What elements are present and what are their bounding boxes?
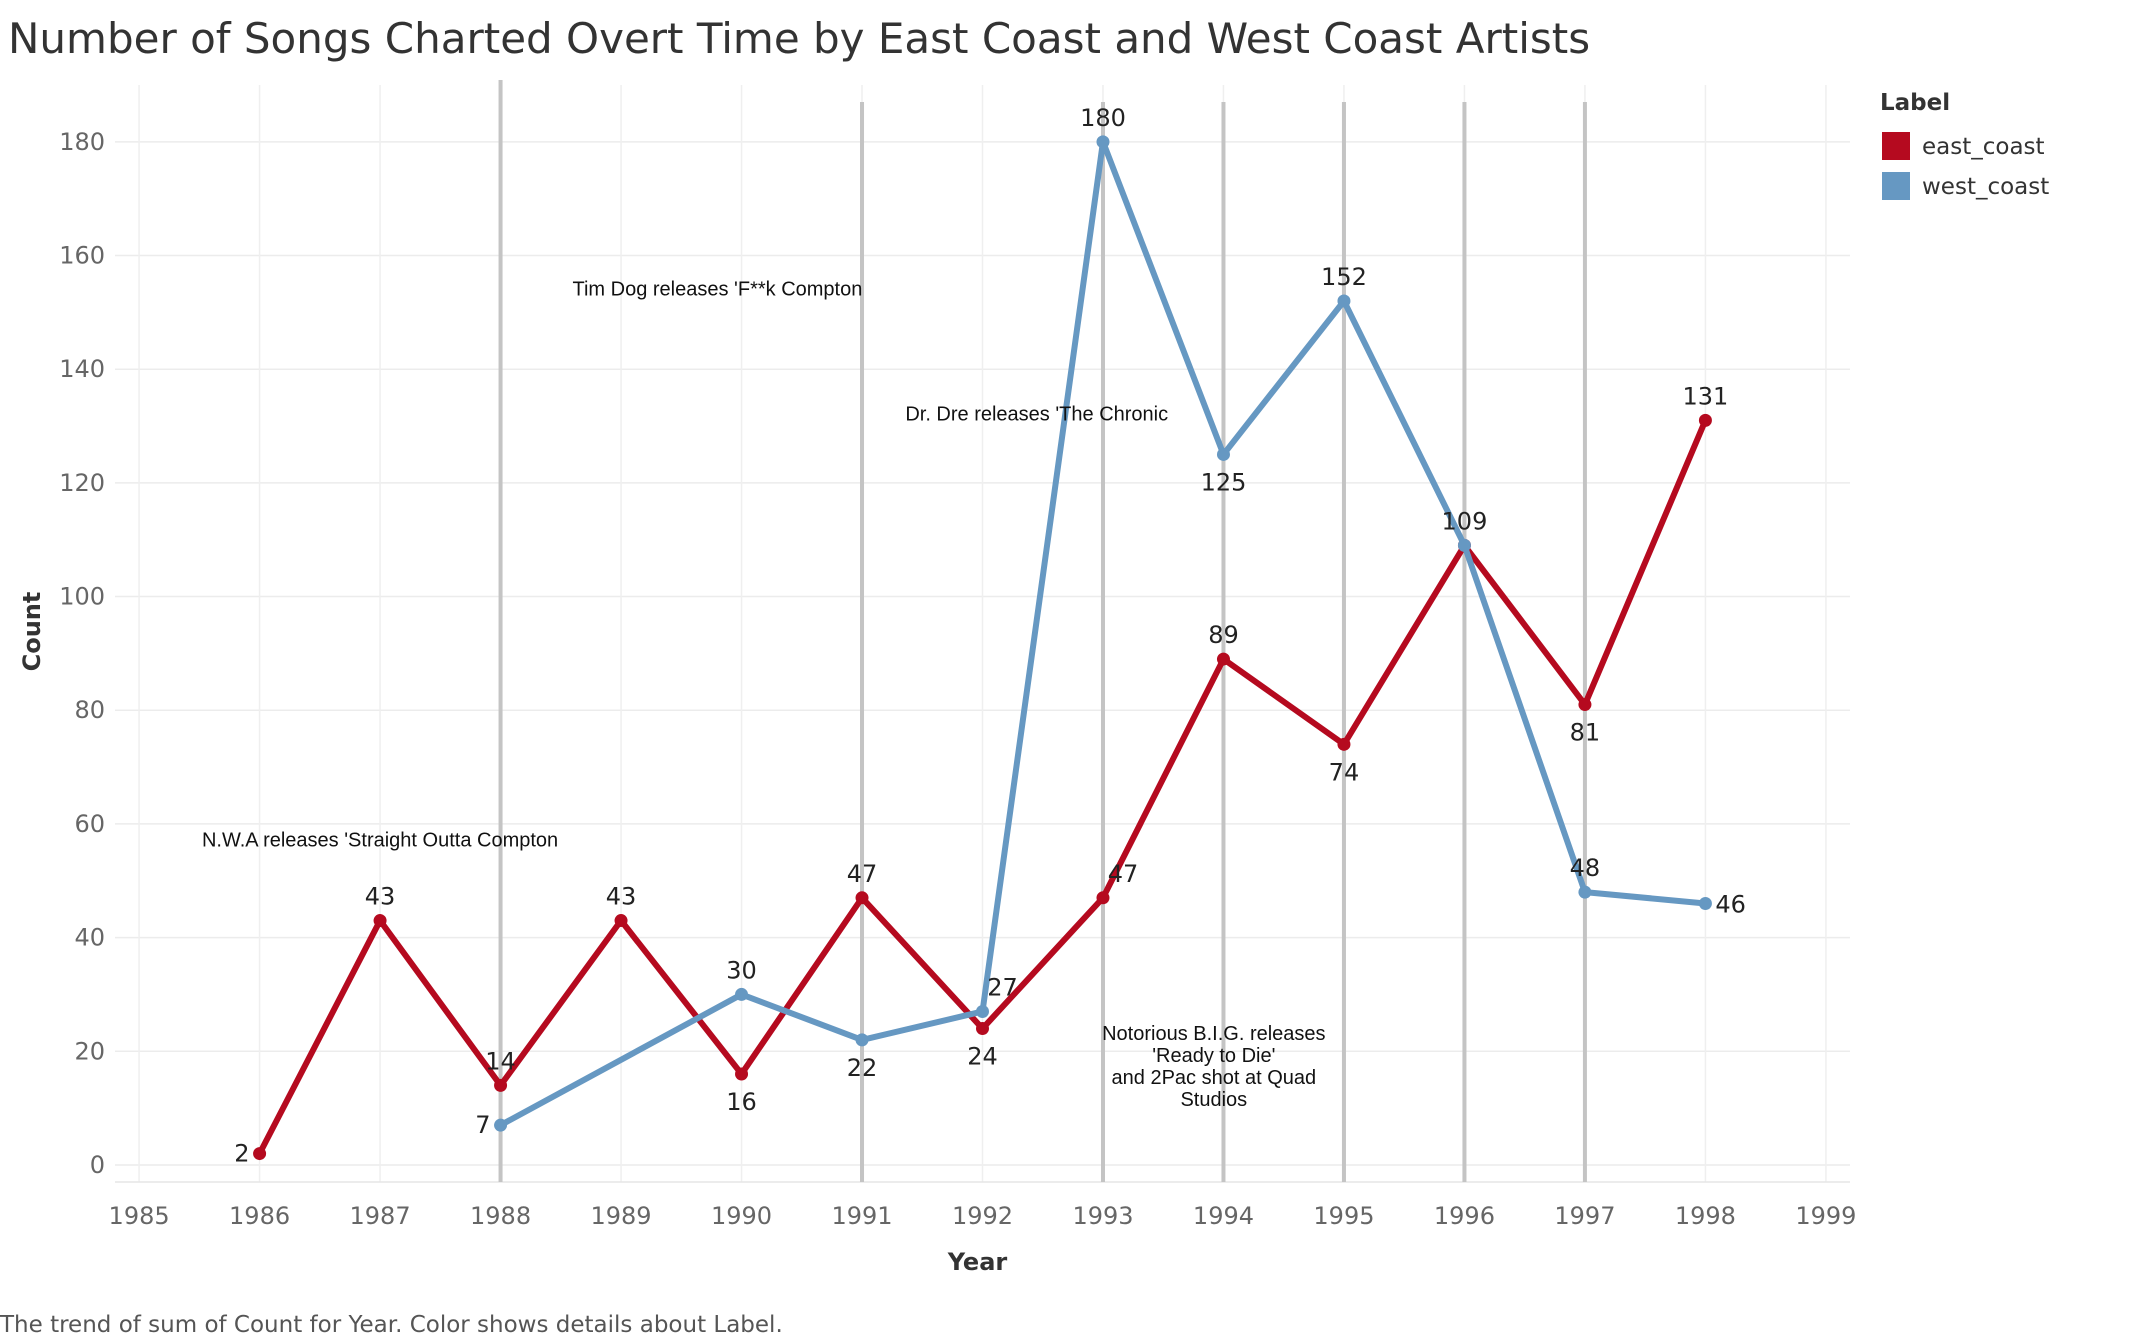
data-label-east-coast: 109 <box>1442 507 1488 535</box>
x-tick-label: 1995 <box>1313 1202 1374 1230</box>
legend-title: Label <box>1880 90 1950 116</box>
data-labels: 2 43 14 43 16 47 24 47 89 74 109 81 131 7 30 22 27 180 125… <box>234 104 1746 1168</box>
data-point-east-coast <box>1096 891 1110 905</box>
y-tick-label: 160 <box>59 242 105 270</box>
data-point-east-coast <box>373 914 387 928</box>
annotation-line: Notorious B.I.G. releases <box>1102 1023 1325 1045</box>
y-tick-label: 20 <box>74 1037 105 1065</box>
legend-label-east-coast[interactable]: east_coast <box>1922 134 2045 160</box>
data-point-east-coast <box>855 891 869 905</box>
data-label-east-coast: 43 <box>365 883 396 911</box>
data-point-west-coast <box>1578 885 1592 899</box>
y-tick-label: 120 <box>59 469 105 497</box>
data-label-west-coast: 48 <box>1570 854 1601 882</box>
data-point-east-coast <box>1698 413 1712 427</box>
data-label-east-coast: 47 <box>1108 860 1139 888</box>
y-tick-label: 100 <box>59 583 105 611</box>
annotation-line: N.W.A releases 'Straight Outta Compton <box>202 830 558 852</box>
data-point-west-coast <box>1698 896 1712 910</box>
data-label-west-coast: 180 <box>1080 104 1126 132</box>
annotation-line: Studios <box>1180 1089 1247 1111</box>
data-label-west-coast: 125 <box>1201 468 1247 496</box>
event-annotation: Tim Dog releases 'F**k Compton <box>573 278 863 300</box>
data-point-east-coast <box>1216 652 1230 666</box>
data-point-west-coast <box>1216 447 1230 461</box>
data-label-east-coast: 24 <box>967 1043 998 1071</box>
data-point-east-coast <box>976 1022 989 1036</box>
y-tick-label: 80 <box>74 696 105 724</box>
annotation-line: and 2Pac shot at Quad <box>1112 1067 1317 1089</box>
data-label-west-coast: 152 <box>1321 263 1367 291</box>
data-label-west-coast: 30 <box>726 956 757 984</box>
data-label-east-coast: 14 <box>485 1047 516 1075</box>
data-point-west-coast <box>494 1118 508 1132</box>
data-point-east-coast <box>1578 698 1592 712</box>
data-point-west-coast <box>855 1033 869 1047</box>
x-tick-label: 1985 <box>109 1202 170 1230</box>
axes: 0 20 40 60 80 100 120 140 160 180 1985 1986 1987 1988… <box>18 128 1856 1276</box>
y-tick-label: 40 <box>74 924 105 952</box>
series <box>253 135 1712 1161</box>
data-point-east-coast <box>614 914 628 928</box>
annotation-line: Tim Dog releases 'F**k Compton <box>573 278 863 300</box>
x-tick-label: 1997 <box>1554 1202 1615 1230</box>
data-label-east-coast: 89 <box>1208 621 1239 649</box>
data-point-west-coast <box>976 1004 989 1018</box>
annotations: N.W.A releases 'Straight Outta Compton Ti… <box>202 278 1326 1111</box>
y-tick-label: 0 <box>90 1151 105 1179</box>
x-tick-label: 1991 <box>831 1202 892 1230</box>
y-tick-label: 60 <box>74 810 105 838</box>
data-label-east-coast: 47 <box>847 860 878 888</box>
legend-swatch-east-coast[interactable] <box>1882 132 1910 160</box>
x-tick-label: 1992 <box>952 1202 1013 1230</box>
data-label-east-coast: 2 <box>234 1140 249 1168</box>
data-label-west-coast: 7 <box>475 1111 490 1139</box>
data-point-east-coast <box>1337 737 1351 751</box>
x-tick-label: 1986 <box>229 1202 290 1230</box>
chart-title: Number of Songs Charted Overt Time by Ea… <box>8 14 1591 63</box>
x-tick-label: 1994 <box>1193 1202 1254 1230</box>
data-point-east-coast <box>253 1147 267 1161</box>
event-annotation: N.W.A releases 'Straight Outta Compton <box>202 830 558 852</box>
y-tick-label: 140 <box>59 355 105 383</box>
data-point-east-coast <box>494 1078 508 1092</box>
x-tick-label: 1993 <box>1072 1202 1133 1230</box>
x-tick-label: 1998 <box>1675 1202 1736 1230</box>
y-tick-label: 180 <box>59 128 105 156</box>
y-axis-title: Count <box>18 592 46 672</box>
data-label-east-coast: 74 <box>1329 758 1360 786</box>
data-label-east-coast: 131 <box>1683 382 1729 410</box>
data-label-west-coast: 22 <box>847 1054 878 1082</box>
event-annotation: Dr. Dre releases 'The Chronic <box>905 403 1168 425</box>
data-label-west-coast: 46 <box>1715 890 1746 918</box>
x-tick-label: 1987 <box>350 1202 411 1230</box>
legend[interactable]: Label east_coast west_coast <box>1880 90 2049 200</box>
annotation-line: Dr. Dre releases 'The Chronic <box>905 403 1168 425</box>
chart-caption: The trend of sum of Count for Year. Colo… <box>0 1312 783 1338</box>
data-point-west-coast <box>1457 538 1471 552</box>
x-tick-label: 1989 <box>591 1202 652 1230</box>
data-label-west-coast: 27 <box>987 973 1018 1001</box>
event-lines <box>498 80 1587 1182</box>
event-annotation: Notorious B.I.G. releases 'Ready to Die' a… <box>1102 1023 1325 1111</box>
x-tick-label: 1999 <box>1795 1202 1856 1230</box>
x-axis-title: Year <box>947 1248 1008 1276</box>
data-point-east-coast <box>735 1067 749 1081</box>
data-label-east-coast: 16 <box>726 1088 757 1116</box>
x-tick-label: 1990 <box>711 1202 772 1230</box>
data-point-west-coast <box>735 987 749 1001</box>
data-label-east-coast: 81 <box>1570 719 1601 747</box>
legend-label-west-coast[interactable]: west_coast <box>1922 174 2049 200</box>
data-point-west-coast <box>1337 294 1351 308</box>
series-line-west-coast <box>497 138 1709 1129</box>
x-tick-label: 1988 <box>470 1202 531 1230</box>
data-point-west-coast <box>1096 135 1110 149</box>
data-label-east-coast: 43 <box>606 883 637 911</box>
legend-swatch-west-coast[interactable] <box>1882 172 1910 200</box>
annotation-line: 'Ready to Die' <box>1152 1045 1275 1067</box>
x-tick-label: 1996 <box>1434 1202 1495 1230</box>
